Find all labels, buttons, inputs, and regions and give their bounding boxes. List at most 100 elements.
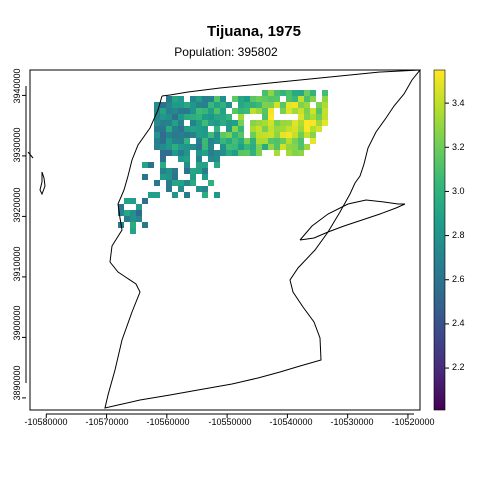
raster-cell [256,108,262,114]
raster-cell [136,204,142,210]
raster-cell [202,126,208,132]
raster-cell [262,120,268,126]
coastline-mainland [104,69,422,409]
raster-cell [190,168,196,174]
raster-cell [154,138,160,144]
raster-cell [280,102,286,108]
raster-cell [154,114,160,120]
raster-cell [298,138,304,144]
raster-cell [304,132,310,138]
raster-cell [274,90,280,96]
raster-cell [322,114,328,120]
raster-cell [238,126,244,132]
raster-cell [226,138,232,144]
raster-cell [244,108,250,114]
raster-cell [310,138,316,144]
raster-cell [178,180,184,186]
raster-layer [118,90,328,234]
raster-cell [166,114,172,120]
raster-cell [268,114,274,120]
raster-cell [208,180,214,186]
raster-cell [286,144,292,150]
raster-cell [172,144,178,150]
raster-cell [280,144,286,150]
raster-cell [274,132,280,138]
raster-cell [202,102,208,108]
raster-cell [160,144,166,150]
raster-cell [196,96,202,102]
raster-cell [220,108,226,114]
y-tick-label: 3920000 [12,187,22,222]
raster-cell [196,102,202,108]
raster-cell [160,150,166,156]
coastline-islet-left [39,171,46,196]
raster-cell [244,102,250,108]
raster-cell [268,90,274,96]
raster-cell [118,204,124,210]
raster-cell [298,90,304,96]
raster-cell [202,186,208,192]
raster-cell [310,114,316,120]
raster-cell [262,90,268,96]
raster-cell [178,120,184,126]
raster-cell [238,96,244,102]
raster-cell [178,132,184,138]
raster-cell [274,102,280,108]
raster-cell [238,108,244,114]
raster-cell [208,150,214,156]
legend-tick-label: 3.2 [452,142,465,152]
raster-cell [274,126,280,132]
raster-cell [178,108,184,114]
raster-cell [178,114,184,120]
raster-cell [322,120,328,126]
x-tick-label: -10550000 [208,417,251,427]
raster-cell [220,138,226,144]
raster-cell [202,144,208,150]
raster-cell [298,114,304,120]
raster-cell [292,138,298,144]
raster-cell [208,102,214,108]
raster-cell [214,96,220,102]
raster-cell [148,192,154,198]
legend-ticks [445,102,449,369]
x-tick-marks [45,414,409,418]
raster-cell [160,114,166,120]
raster-cell [286,138,292,144]
raster-cell [190,108,196,114]
raster-cell [202,132,208,138]
raster-cell [178,186,184,192]
raster-cell [304,96,310,102]
raster-cell [238,102,244,108]
raster-cell [184,144,190,150]
raster-cell [172,174,178,180]
y-tick-marks [22,94,26,399]
raster-cell [238,150,244,156]
raster-cell [286,120,292,126]
legend-tick-label: 2.8 [452,230,465,240]
raster-cell [184,192,190,198]
raster-cell [190,114,196,120]
raster-cell [244,144,250,150]
raster-cell [262,126,268,132]
raster-cell [256,150,262,156]
legend-colorbar [433,69,446,411]
raster-cell [226,144,232,150]
raster-cell [262,108,268,114]
raster-cell [154,192,160,198]
raster-cell [154,102,160,108]
raster-cell [178,144,184,150]
raster-cell [202,138,208,144]
raster-cell [160,162,166,168]
raster-cell [172,102,178,108]
raster-cell [160,168,166,174]
raster-cell [262,144,268,150]
x-tick-label: -10570000 [85,417,128,427]
raster-cell [256,132,262,138]
legend-tick-label: 2.2 [452,362,465,372]
raster-cell [172,168,178,174]
raster-cell [214,150,220,156]
raster-cell [166,132,172,138]
raster-cell [298,126,304,132]
raster-cell [208,108,214,114]
raster-cell [298,120,304,126]
